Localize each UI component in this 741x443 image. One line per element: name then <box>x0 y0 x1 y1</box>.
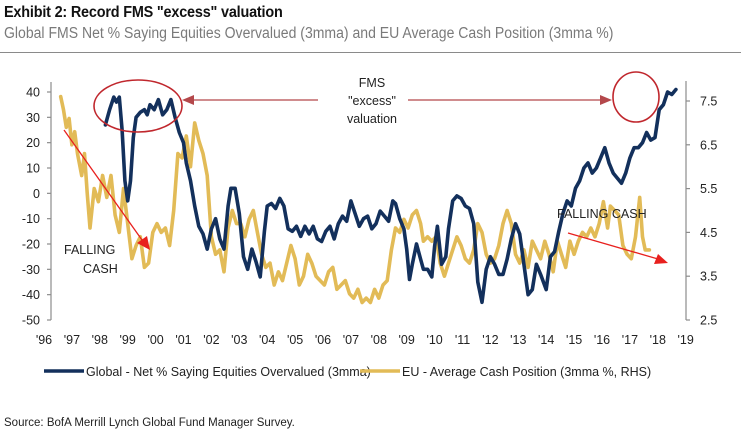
axes: 40 30 20 10 0 -10 -20 -30 -40 -50 7.5 6.5 5.5 4.5 3.5 2… <box>22 81 717 347</box>
falling-cash-arrow-right-line <box>567 232 659 260</box>
x-tick-label: '15 <box>566 333 582 347</box>
right-tick-label: 2.5 <box>700 314 717 328</box>
right-tick-label: 4.5 <box>700 226 717 240</box>
x-tick-label: '10 <box>426 333 442 347</box>
left-tick-label: -50 <box>22 314 40 328</box>
x-tick-label: '00 <box>147 333 163 347</box>
peak-ellipse-right <box>612 71 660 123</box>
x-tick-label: '11 <box>455 333 470 347</box>
right-tick-label: 7.5 <box>700 95 717 109</box>
peak-ellipse-left <box>93 79 183 133</box>
falling-cash-left-line1: FALLING <box>64 243 115 257</box>
left-tick-label: 0 <box>33 187 40 201</box>
left-tick-label: -20 <box>22 238 40 252</box>
x-tick-label: '98 <box>92 333 108 347</box>
source-note: Source: BofA Merrill Lynch Global Fund M… <box>4 417 295 429</box>
chart-title: Exhibit 2: Record FMS "excess" valuation <box>4 4 283 21</box>
header-divider <box>0 52 741 53</box>
x-tick-label: '01 <box>175 333 191 347</box>
legend-label-global: Global - Net % Saying Equities Overvalue… <box>86 365 371 379</box>
fms-label-line2: "excess" <box>348 94 396 108</box>
x-tick-label: '02 <box>203 333 219 347</box>
fms-label-line1: FMS <box>359 76 385 90</box>
left-tick-label: 10 <box>26 162 40 176</box>
left-tick-label: 30 <box>26 111 40 125</box>
x-tick-label: '16 <box>594 333 610 347</box>
left-tick-label: 40 <box>26 86 40 100</box>
right-tick-label: 3.5 <box>700 270 717 284</box>
series-group <box>58 87 678 305</box>
x-tick-label: '96 <box>36 333 52 347</box>
x-tick-label: '99 <box>120 333 136 347</box>
x-tick-label: '08 <box>371 333 387 347</box>
x-tick-label: '97 <box>64 333 80 347</box>
chart-subtitle: Global FMS Net % Saying Equities Overval… <box>4 25 614 42</box>
falling-cash-left-line2: CASH <box>83 262 118 276</box>
falling-cash-arrow-left-head <box>137 236 150 250</box>
arrow-right-head <box>600 95 612 105</box>
left-tick-label: -10 <box>22 212 40 226</box>
x-tick-label: '19 <box>678 333 694 347</box>
left-tick-label: -40 <box>22 288 40 302</box>
x-tick-label: '03 <box>231 333 247 347</box>
x-tick-label: '13 <box>510 333 526 347</box>
x-tick-label: '14 <box>538 333 554 347</box>
series-line-eu-cash <box>58 94 652 305</box>
series-line-global-overvalued <box>103 87 678 305</box>
arrow-left-head <box>182 95 194 105</box>
x-tick-label: '07 <box>343 333 359 347</box>
x-tick-label: '04 <box>259 333 275 347</box>
fms-label-line3: valuation <box>347 112 397 126</box>
right-tick-label: 6.5 <box>700 138 717 152</box>
left-tick-label: -30 <box>22 263 40 277</box>
x-tick-label: '06 <box>315 333 331 347</box>
x-tick-label: '17 <box>622 333 638 347</box>
x-tick-label: '09 <box>399 333 415 347</box>
annotations: FMS "excess" valuation FALLING CASH FALL… <box>63 71 668 276</box>
falling-cash-arrow-right-head <box>654 254 668 264</box>
legend: Global - Net % Saying Equities Overvalue… <box>44 365 651 379</box>
left-tick-label: 20 <box>26 136 40 150</box>
right-tick-label: 5.5 <box>700 182 717 196</box>
legend-label-cash: EU - Average Cash Position (3mma %, RHS) <box>402 365 651 379</box>
falling-cash-arrow-left-line <box>63 129 143 241</box>
x-tick-label: '12 <box>482 333 498 347</box>
falling-cash-right: FALLING CASH <box>557 207 647 221</box>
x-tick-label: '05 <box>287 333 303 347</box>
x-tick-label: '18 <box>650 333 666 347</box>
